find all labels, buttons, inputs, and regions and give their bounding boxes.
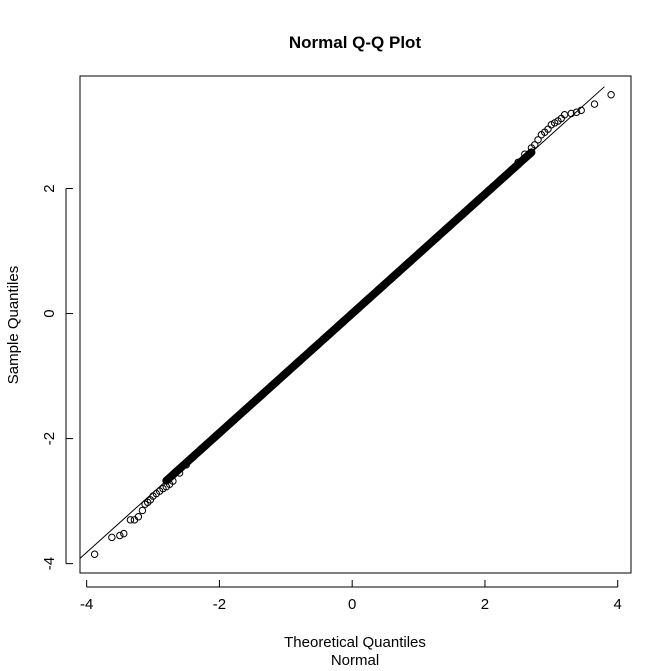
points-layer	[90, 91, 615, 558]
y-tick-label: -2	[41, 432, 58, 445]
qq-point	[126, 516, 135, 524]
y-tick-label: 0	[41, 309, 58, 317]
qq-point	[534, 136, 542, 144]
chart-title: Normal Q-Q Plot	[289, 33, 422, 52]
x-axis-label: Theoretical Quantiles	[284, 634, 426, 651]
y-axis: -4 -2 0 2	[41, 184, 73, 570]
qq-point	[120, 529, 128, 538]
qq-point	[90, 550, 99, 558]
y-tick-label: -4	[41, 557, 58, 570]
x-tick-label: 2	[481, 596, 489, 613]
qq-point	[572, 108, 581, 116]
qq-point	[146, 496, 155, 504]
qq-point	[116, 531, 124, 540]
qq-point	[590, 100, 599, 108]
qq-point	[607, 91, 615, 99]
y-tick-label: 2	[41, 184, 58, 192]
qq-point	[134, 513, 143, 521]
y-axis-label: Sample Quantiles	[5, 266, 22, 384]
reference-line	[79, 86, 605, 559]
plot-frame	[79, 75, 632, 574]
x-tick-label: 0	[348, 596, 356, 613]
x-tick-label: -2	[213, 596, 226, 613]
qq-point	[531, 141, 539, 149]
qq-point	[108, 533, 116, 542]
x-tick-label: 4	[614, 596, 622, 613]
qq-point	[138, 506, 147, 515]
x-axis-sublabel: Normal	[331, 652, 379, 669]
x-axis: -4 -2 0 2 4	[80, 580, 622, 613]
x-tick-label: -4	[80, 596, 93, 613]
